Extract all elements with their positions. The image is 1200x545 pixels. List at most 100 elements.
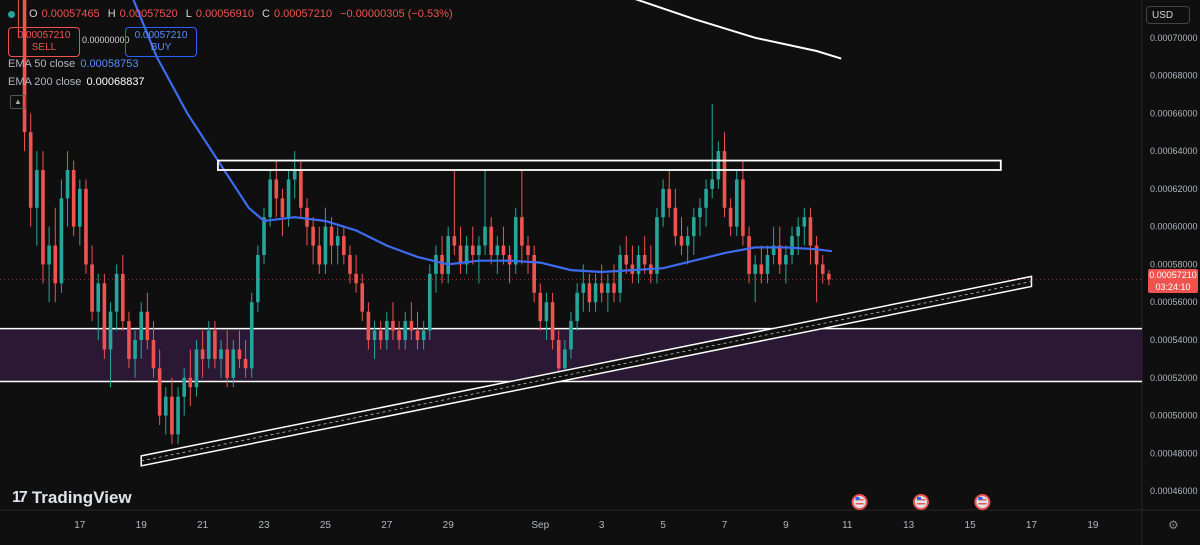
candle-body	[777, 245, 782, 265]
ema200-legend[interactable]: EMA 200 close 0.00068837	[8, 76, 145, 88]
spread-value: 0.00000000	[82, 35, 130, 45]
candle-body	[354, 273, 358, 284]
resistance-box	[217, 159, 1002, 171]
candle-body	[114, 273, 119, 312]
candle-body	[299, 170, 303, 208]
candle-body	[808, 217, 813, 246]
y-tick-label: 0.00056000	[1150, 297, 1198, 307]
y-tick-label: 0.00060000	[1150, 222, 1198, 232]
candle-body	[477, 245, 481, 255]
candle-body	[784, 255, 788, 265]
candle-body	[219, 349, 223, 359]
candle-body	[366, 311, 371, 340]
x-tick-label: 23	[258, 520, 270, 531]
candle-body	[145, 311, 150, 340]
candle-body	[538, 292, 543, 322]
candle-body	[569, 321, 573, 350]
candle-body	[120, 273, 125, 322]
candle-body	[698, 207, 702, 218]
candle-body	[200, 349, 205, 359]
x-tick-label: 9	[783, 520, 789, 531]
candle-body	[710, 179, 715, 189]
ema50-name: EMA 50 close	[8, 58, 76, 70]
buy-button[interactable]: 0.00057210 BUY	[125, 27, 197, 57]
trendline-mid	[141, 281, 1032, 462]
low-value: 0.00056910	[195, 8, 255, 20]
candle-body	[446, 236, 451, 274]
candle-body	[544, 302, 549, 322]
y-tick-label: 0.00046000	[1150, 486, 1198, 496]
sell-button[interactable]: 0.00057210 SELL	[8, 27, 80, 57]
y-tick-label: 0.00058000	[1150, 259, 1198, 269]
candle-body	[734, 179, 739, 227]
y-tick-label: 0.00066000	[1150, 108, 1198, 118]
candle-body	[65, 170, 70, 199]
x-tick-label: 19	[1087, 520, 1099, 531]
candle-body	[575, 292, 579, 322]
tradingview-logo[interactable]: 17 TradingView	[12, 488, 132, 508]
candle-body	[225, 349, 229, 378]
y-tick-label: 0.00070000	[1150, 33, 1198, 43]
ema200-name: EMA 200 close	[8, 76, 82, 88]
low-key: L	[185, 8, 192, 20]
candle-body	[385, 321, 389, 340]
candle-body	[372, 330, 377, 340]
candle-body	[587, 283, 592, 303]
candle-body	[182, 377, 186, 397]
x-tick-label: 5	[660, 520, 666, 531]
candle-body	[378, 330, 383, 340]
gear-icon[interactable]: ⚙	[1168, 518, 1179, 532]
candle-body	[84, 188, 88, 265]
flag-canton	[916, 497, 921, 500]
close-key: C	[262, 8, 270, 20]
candle-body	[661, 188, 665, 218]
candle-body	[127, 321, 131, 359]
x-tick-label: 29	[443, 520, 455, 531]
flag-stripe	[916, 503, 925, 505]
candle-body	[53, 245, 58, 284]
candle-body	[311, 226, 315, 246]
candle-body	[237, 349, 242, 359]
candle-body	[415, 330, 420, 340]
x-tick-label: 17	[1026, 520, 1038, 531]
candle-body	[501, 245, 506, 255]
ema200-value: 0.00068837	[86, 76, 145, 88]
candle-body	[163, 396, 168, 416]
candle-body	[704, 188, 708, 208]
candle-body	[489, 226, 493, 255]
candle-body	[342, 236, 346, 255]
candle-body	[280, 198, 285, 218]
candle-body	[483, 226, 487, 246]
x-tick-label: 25	[320, 520, 332, 531]
candle-body	[814, 245, 819, 265]
ema50-legend[interactable]: EMA 50 close 0.00058753	[8, 58, 138, 70]
currency-selector[interactable]: USD	[1146, 6, 1190, 24]
candle-body	[532, 255, 536, 293]
candle-body	[765, 255, 770, 274]
candle-body	[170, 396, 174, 435]
candle-body	[716, 151, 721, 180]
candle-body	[513, 217, 518, 265]
candle-body	[728, 207, 733, 227]
ema50-value: 0.00058753	[80, 58, 139, 70]
candle-body	[41, 170, 45, 265]
candle-body	[556, 340, 561, 369]
candle-body	[691, 217, 696, 237]
candle-body	[188, 377, 193, 388]
candle-body	[213, 330, 217, 359]
high-value: 0.00057520	[119, 8, 178, 20]
candle-body	[90, 264, 94, 312]
candle-body	[440, 255, 444, 274]
trendline-channel	[140, 275, 1033, 467]
y-tick-label: 0.00050000	[1150, 411, 1198, 421]
candle-body	[139, 311, 144, 340]
candle-body	[194, 349, 199, 388]
candle-body	[427, 273, 432, 331]
candle-body	[256, 255, 260, 303]
candle-body	[685, 236, 690, 246]
logo-text: TradingView	[31, 488, 132, 507]
chevron-up-icon[interactable]: ▲	[10, 95, 26, 109]
candle-body	[268, 179, 272, 218]
buy-price: 0.00057210	[134, 30, 188, 41]
